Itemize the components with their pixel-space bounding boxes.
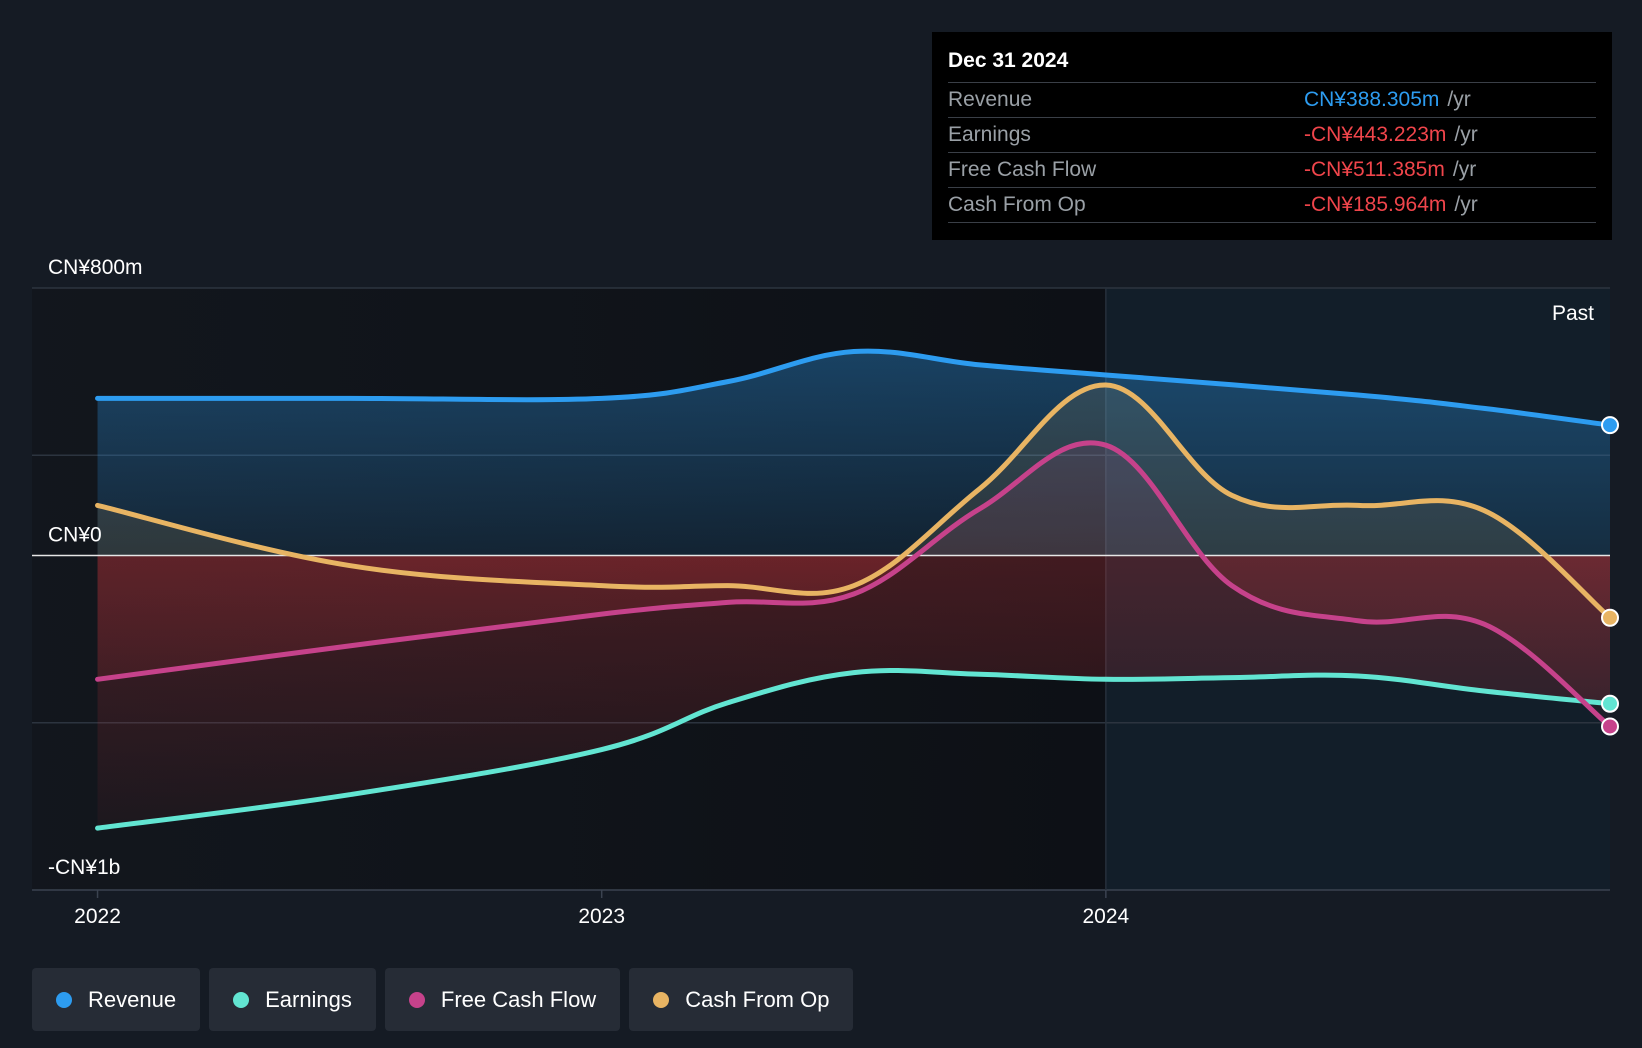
- legend-dot-icon: [233, 991, 250, 1008]
- area-free-cash-flow-positive: [916, 443, 1203, 556]
- tooltip-row: Free Cash Flow -CN¥511.385m/yr: [948, 153, 1596, 188]
- tooltip-row: Cash From Op -CN¥185.964m/yr: [948, 188, 1596, 223]
- end-dot-revenue: [1601, 416, 1619, 435]
- chart: CN¥800m CN¥0 -CN¥1b 2022 2023 2024 Past: [32, 256, 1619, 928]
- tooltip-row-unit: /yr: [1447, 88, 1471, 111]
- tooltip-row-unit: /yr: [1454, 193, 1478, 216]
- area-cash-from-op-positive: [97, 384, 1546, 556]
- legend-item-free-cash-flow[interactable]: Free Cash Flow: [384, 968, 621, 1031]
- legend-dot-icon: [653, 991, 670, 1008]
- x-tick-label: 2023: [578, 905, 625, 928]
- line-earnings: [95, 668, 1613, 831]
- past-region-label: Past: [1552, 302, 1594, 325]
- tooltip-row-label: Free Cash Flow: [948, 158, 1097, 181]
- legend-dot-icon: [56, 991, 72, 1008]
- legend: Revenue Earnings Free Cash Flow Cash From O…: [32, 968, 854, 1031]
- tooltip-row-value: -CN¥443.223m: [1304, 123, 1447, 146]
- legend-item-label: Revenue: [88, 986, 177, 1012]
- series-lines: [95, 348, 1613, 831]
- end-dot-earnings: [1601, 694, 1619, 713]
- line-free-cash-flow: [95, 440, 1613, 729]
- tooltip-row-label: Revenue: [948, 88, 1033, 111]
- line-cash-from-op: [95, 382, 1613, 621]
- y-tick-label: CN¥800m: [48, 256, 143, 279]
- end-dot-cash-from-op: [1601, 608, 1619, 627]
- tooltip-row-value: -CN¥511.385m: [1304, 158, 1445, 181]
- y-tick-label: CN¥0: [48, 524, 102, 547]
- tooltip-row: Revenue CN¥388.305m/yr: [948, 83, 1596, 118]
- x-tick-label: 2022: [74, 905, 121, 928]
- tooltip-row-value: CN¥388.305m: [1304, 88, 1440, 111]
- y-tick-label: -CN¥1b: [48, 856, 120, 879]
- tooltip-row-unit: /yr: [1452, 158, 1477, 181]
- legend-item-label: Free Cash Flow: [440, 986, 597, 1012]
- legend-item-earnings[interactable]: Earnings: [209, 968, 376, 1031]
- tooltip: Dec 31 2024 Revenue CN¥388.305m/yr Earning…: [932, 32, 1612, 240]
- legend-item-label: Earnings: [265, 986, 352, 1012]
- tooltip-row-label: Earnings: [948, 123, 1031, 146]
- legend-item-cash-from-op[interactable]: Cash From Op: [629, 968, 854, 1031]
- tooltip-row-label: Cash From Op: [948, 193, 1086, 216]
- tooltip-row-value: -CN¥185.964m: [1304, 193, 1447, 216]
- tooltip-row-unit: /yr: [1454, 123, 1478, 146]
- area-cash-from-op-negative: [97, 555, 1610, 618]
- legend-dot-icon: [408, 991, 425, 1008]
- area-revenue-positive: [97, 351, 1610, 556]
- end-dot-free-cash-flow: [1601, 717, 1619, 736]
- line-revenue: [95, 348, 1613, 428]
- tooltip-date: Dec 31 2024: [948, 46, 1596, 83]
- axis-labels: CN¥800m CN¥0 -CN¥1b 2022 2023 2024: [48, 256, 1130, 928]
- x-tick-label: 2024: [1082, 905, 1129, 928]
- legend-item-revenue[interactable]: Revenue: [32, 968, 201, 1031]
- area-free-cash-flow-negative: [97, 555, 1610, 727]
- tooltip-row: Earnings -CN¥443.223m/yr: [948, 118, 1596, 153]
- legend-item-label: Cash From Op: [685, 986, 830, 1012]
- series-end-dots: [1601, 416, 1619, 736]
- area-fills: [97, 351, 1610, 829]
